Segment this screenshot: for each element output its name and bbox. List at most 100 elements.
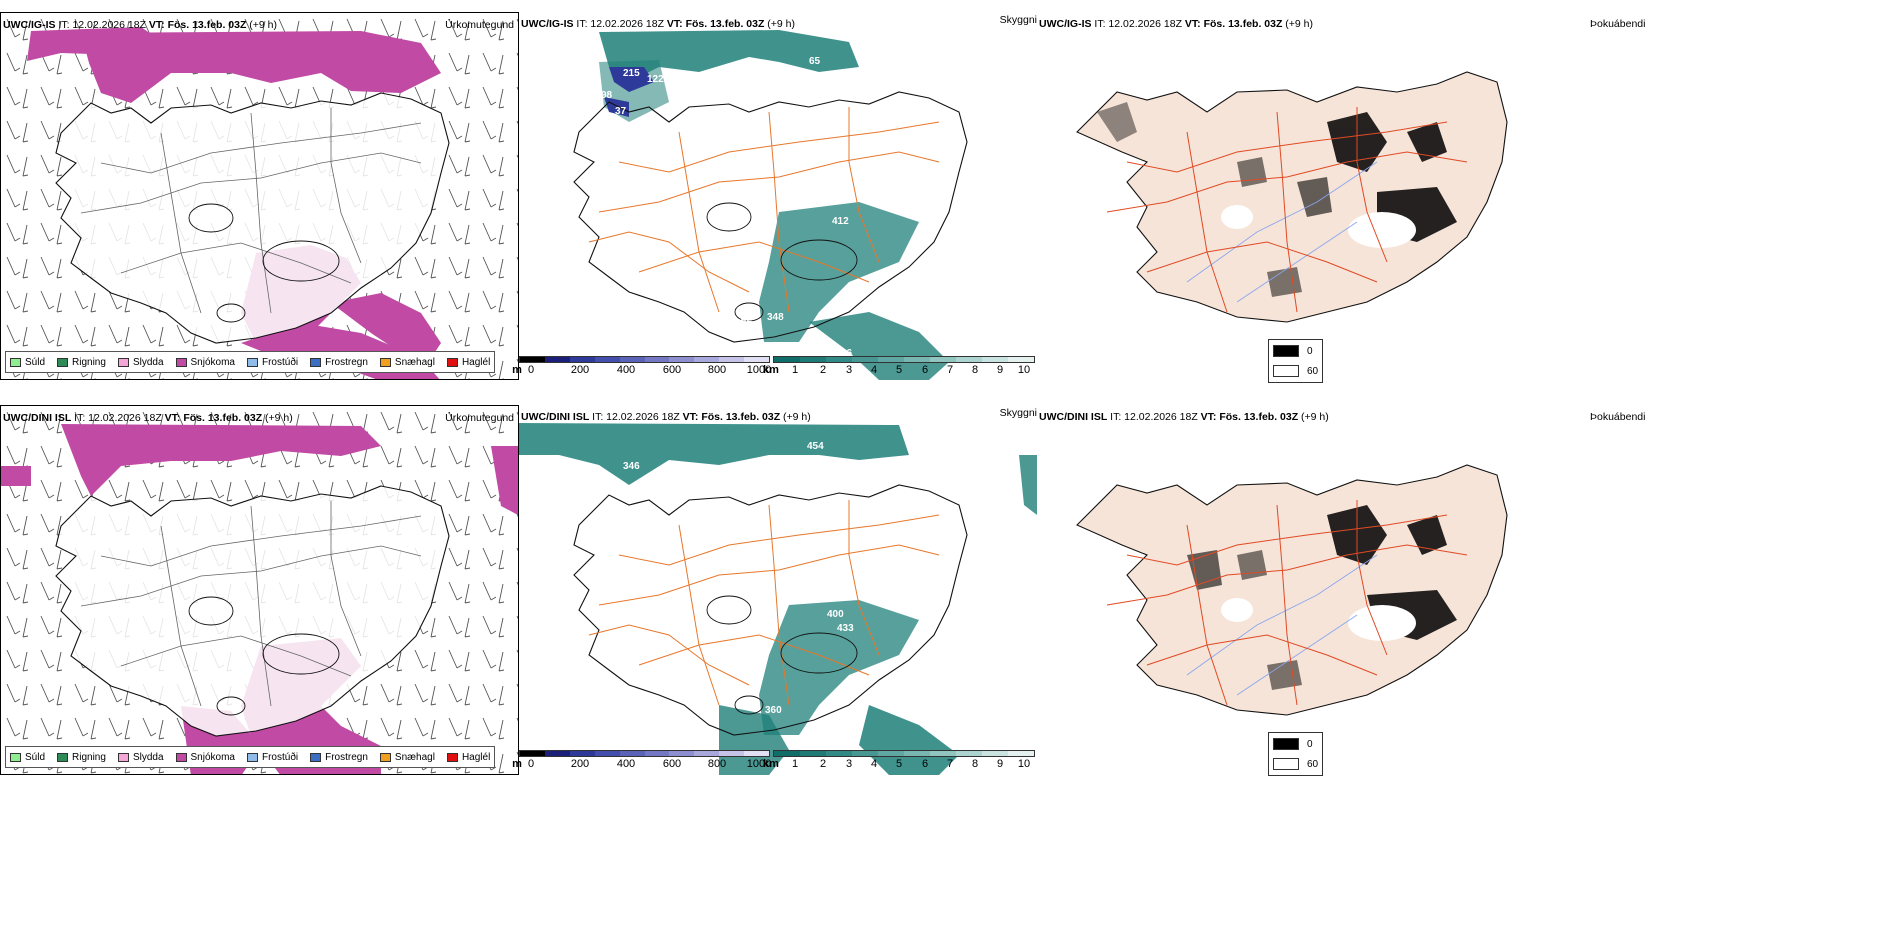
init-time: IT: 12.02.2026 18Z: [592, 411, 680, 423]
visibility-colorbar: km 1 2 3 4 5 6 7 8 9 10: [763, 750, 1035, 771]
precip-map: [1, 13, 518, 379]
lead-time: (+9 h): [767, 18, 796, 30]
legend-swatch: [175, 357, 187, 367]
ceiling-visibility-map: 215 122 98 37 74 65 58 412 42 348 36: [573, 30, 968, 380]
panel-title: Skyggni: [999, 14, 1037, 26]
init-time: IT: 12.02.2026 18Z: [1094, 18, 1182, 30]
fog-indicator-panel-dini: UWC/DINI ISL IT: 12.02.2026 18Z VT: Fös.…: [1037, 405, 1900, 775]
ceiling-colorbar-ticks: m 0 200 400 600 800 1000: [512, 757, 771, 771]
panel-title: Þokuábendi: [1590, 411, 1646, 423]
fog-legend-item: 0: [1273, 345, 1313, 357]
ceiling-colorbar-bar: [519, 356, 770, 363]
legend-item: Haglél: [446, 752, 490, 763]
legend-label: Snjókoma: [190, 751, 235, 763]
ceiling-visibility-panel-dini: UWC/DINI ISL IT: 12.02.2026 18Z VT: Fös.…: [519, 405, 1037, 775]
legend-item: Súld: [10, 752, 45, 763]
legend-item: Rigning: [57, 752, 106, 763]
road-network: [588, 500, 940, 706]
valid-time-label: VT:: [682, 411, 699, 423]
panel-header: UWC/DINI ISL IT: 12.02.2026 18Z VT: Fös.…: [1039, 411, 1329, 423]
ceiling-visibility-panel-ig: UWC/IG-IS IT: 12.02.2026 18Z VT: Fös. 13…: [519, 12, 1037, 380]
cloud-value-label: 215: [623, 68, 640, 79]
colorbar-tick: 10: [1017, 758, 1031, 770]
cloud-value-label: 360: [765, 705, 782, 716]
colorbar-tick: 9: [996, 364, 1004, 376]
fog-legend-swatch: [1273, 738, 1299, 750]
init-time: IT: 12.02.2026 18Z: [58, 19, 146, 31]
cloud-value-label: 65: [809, 56, 821, 67]
legend-item: Súld: [10, 357, 45, 368]
precip-type-panel-ig: UWC/IG-IS IT: 12.02.2026 18Z VT: Fös. 13…: [0, 12, 519, 380]
colorbar-tick: 2: [819, 364, 827, 376]
legend-swatch: [310, 752, 322, 762]
legend-item: Snæhagl: [379, 356, 435, 368]
precip-type-panel-dini: UWC/DINI ISL IT: 12.02.2026 18Z VT: Fös.…: [0, 405, 519, 775]
legend-item: Slydda: [117, 752, 164, 763]
colorbar-tick: 800: [707, 758, 727, 770]
colorbar-tick: 400: [616, 364, 636, 376]
legend-item: Haglél: [446, 357, 490, 368]
cloud-value-label: 346: [623, 461, 640, 472]
fog-areas: [1097, 102, 1457, 297]
model-name: UWC/DINI ISL: [1039, 411, 1108, 423]
colorbar-tick: 5: [895, 364, 903, 376]
fog-legend-label: 60: [1307, 365, 1319, 377]
visibility-colorbar-ticks: km 1 2 3 4 5 6 7 8 9 10: [763, 363, 1035, 377]
fog-map: [1076, 464, 1508, 716]
fog-legend-label: 0: [1307, 345, 1313, 357]
panel-title: Þokuábendi: [1590, 18, 1646, 30]
fog-legend-item: 60: [1273, 758, 1318, 770]
legend-item: Snæhagl: [379, 752, 435, 763]
colorbar-tick: 0: [527, 758, 535, 770]
visibility-colorbar: km 1 2 3 4 5 6 7 8 9 10: [763, 356, 1035, 377]
colorbar-tick: 3: [845, 364, 853, 376]
valid-time-label: VT:: [1200, 411, 1217, 423]
legend-swatch: [57, 752, 69, 762]
valid-time: Fös. 13.feb. 03Z: [167, 19, 247, 31]
valid-time: Fös. 13.feb. 03Z: [183, 412, 263, 424]
cloud-value-label: 37: [615, 106, 627, 117]
road-network: [80, 501, 422, 707]
init-time: IT: 12.02.2026 18Z: [74, 412, 162, 424]
legend-swatch: [379, 752, 391, 762]
cloud-value-label: 42: [741, 314, 753, 325]
legend-swatch: [10, 752, 21, 762]
fog-free-areas: [1221, 598, 1416, 641]
legend-label: Snæhagl: [394, 356, 435, 368]
precip-type-legend: Súld Rigning Slydda Snjókoma Frostúði Fr…: [5, 351, 496, 373]
colorbar-tick: 6: [921, 758, 929, 770]
colorbar-tick: 600: [662, 364, 682, 376]
colorbar-tick: 2: [819, 758, 827, 770]
colorbar-tick: 8: [971, 758, 979, 770]
valid-time-label: VT:: [1184, 18, 1201, 30]
colorbar-tick: 200: [570, 364, 590, 376]
ceiling-value-labels: 346 454 400 433 360 988: [623, 441, 854, 738]
colorbar-unit: m: [512, 364, 522, 376]
fog-indicator-panel-ig: UWC/IG-IS IT: 12.02.2026 18Z VT: Fös. 13…: [1037, 12, 1900, 380]
fog-legend-swatch: [1273, 345, 1299, 357]
fog-free-areas: [1221, 205, 1416, 248]
legend-item: Snjókoma: [175, 356, 235, 368]
rivers: [1186, 554, 1378, 696]
model-name: UWC/IG-IS: [521, 18, 574, 30]
lead-time: (+9 h): [783, 411, 811, 423]
fog-map: [1076, 71, 1508, 323]
legend-item: Frostúði: [246, 357, 298, 368]
lead-time: (+9 h): [1285, 18, 1314, 30]
road-network: [1106, 500, 1468, 706]
cloud-value-label: 433: [837, 623, 854, 634]
model-name: UWC/IG-IS: [3, 19, 56, 31]
model-name: UWC/DINI ISL: [3, 412, 72, 424]
legend-label: Snjókoma: [190, 356, 235, 368]
legend-label: Rigning: [72, 751, 106, 763]
colorbar-tick: 9: [996, 758, 1004, 770]
cloud-value-label: 454: [807, 441, 824, 452]
valid-time: Fös. 13.feb. 03Z: [1203, 18, 1283, 30]
legend-swatch: [117, 752, 129, 762]
init-time: IT: 12.02.2026 18Z: [1110, 411, 1198, 423]
legend-label: Frostregn: [325, 751, 368, 763]
panel-header: UWC/DINI ISL IT: 12.02.2026 18Z VT: Fös.…: [521, 411, 811, 423]
colorbar-tick: 600: [662, 758, 682, 770]
legend-swatch: [246, 752, 258, 762]
panel-title: Skyggni: [999, 407, 1037, 419]
